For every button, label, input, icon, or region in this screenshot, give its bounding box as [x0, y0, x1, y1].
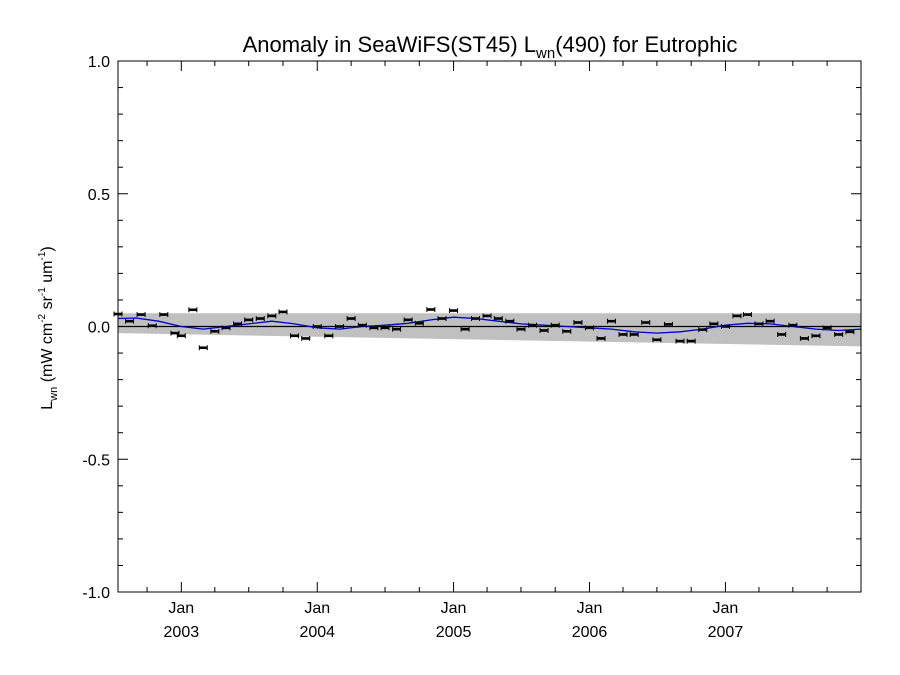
- data-point: [641, 320, 651, 326]
- data-point: [244, 317, 254, 323]
- data-point: [449, 308, 459, 314]
- data-point: [652, 337, 662, 343]
- data-point: [788, 322, 798, 328]
- chart-title: Anomaly in SeaWiFS(ST45) Lwn(490) for Eu…: [243, 32, 738, 62]
- data-point: [539, 327, 549, 333]
- data-point: [357, 322, 367, 328]
- data-point: [403, 317, 413, 323]
- data-point: [698, 327, 708, 333]
- data-point: [732, 313, 742, 319]
- data-point: [312, 324, 322, 329]
- data-point: [811, 333, 821, 339]
- data-point: [482, 313, 492, 319]
- data-point: [188, 307, 198, 313]
- data-point: [426, 307, 436, 313]
- data-point: [437, 316, 447, 322]
- y-tick-label: 0.5: [88, 187, 110, 204]
- y-axis-label: Lwn (mW cm-2 sr-1 um-1): [37, 246, 60, 409]
- data-point: [505, 318, 515, 324]
- x-tick-label-year: 2007: [708, 624, 744, 641]
- data-point: [799, 335, 809, 341]
- data-point: [562, 328, 572, 334]
- y-tick-label: 1.0: [88, 54, 110, 71]
- data-point: [777, 331, 787, 337]
- data-point: [255, 316, 265, 322]
- data-point: [709, 321, 719, 327]
- x-tick-label-year: 2005: [436, 624, 472, 641]
- data-point: [369, 325, 379, 331]
- svg-text:Lwn (mW cm-2 sr-1 um-1): Lwn (mW cm-2 sr-1 um-1): [37, 246, 60, 409]
- data-point: [720, 324, 730, 329]
- data-point: [346, 316, 356, 322]
- data-point: [516, 326, 526, 332]
- data-point: [210, 328, 220, 334]
- data-point: [301, 335, 311, 341]
- data-point: [845, 329, 855, 335]
- data-point: [460, 326, 470, 332]
- data-point: [629, 331, 639, 337]
- trend-line: [117, 316, 862, 334]
- data-point: [606, 318, 616, 324]
- y-tick-label: -1.0: [82, 585, 110, 602]
- data-point: [176, 333, 186, 339]
- data-point: [233, 321, 243, 327]
- data-point: [834, 331, 844, 337]
- data-point: [392, 326, 402, 332]
- x-tick-label-year: 2003: [164, 624, 200, 641]
- x-tick-label-month: Jan: [168, 600, 194, 617]
- x-tick-label-year: 2006: [572, 624, 608, 641]
- tick-labels-layer: 1.0 0.5 0.0 -0.5 -1.0 Jan 2003 Jan 2004 Jan 2005 Ja…: [82, 54, 743, 641]
- data-point: [136, 312, 146, 318]
- data-point: [528, 322, 538, 328]
- data-point: [686, 338, 696, 344]
- data-point: [573, 320, 583, 326]
- x-tick-label-year: 2004: [299, 624, 335, 641]
- data-point: [267, 313, 277, 319]
- data-point: [290, 333, 300, 339]
- y-tick-label: 0.0: [88, 320, 110, 337]
- data-point: [335, 324, 345, 329]
- plot-area: [113, 307, 862, 351]
- points-layer: [113, 307, 855, 351]
- data-point: [159, 312, 169, 318]
- data-point: [584, 325, 594, 331]
- data-point: [765, 318, 775, 324]
- ticks-layer: [118, 60, 861, 593]
- data-point: [125, 318, 135, 324]
- data-point: [742, 312, 752, 318]
- data-point: [822, 325, 832, 331]
- data-point: [380, 325, 390, 331]
- data-point: [493, 316, 503, 322]
- x-tick-label-month: Jan: [577, 600, 603, 617]
- x-tick-label-month: Jan: [304, 600, 330, 617]
- data-point: [471, 316, 481, 322]
- data-point: [550, 322, 560, 328]
- band-layer: [118, 313, 861, 347]
- data-point: [414, 320, 424, 326]
- data-point: [198, 345, 208, 351]
- data-point: [596, 335, 606, 341]
- data-point: [754, 321, 764, 327]
- x-tick-label-month: Jan: [713, 600, 739, 617]
- data-point: [618, 331, 628, 337]
- data-point: [278, 309, 288, 315]
- data-point: [221, 325, 231, 331]
- x-tick-label-month: Jan: [441, 600, 467, 617]
- trend-line-layer: [117, 316, 862, 334]
- y-tick-label: -0.5: [82, 452, 110, 469]
- confidence-band: [118, 313, 861, 347]
- data-point: [675, 338, 685, 344]
- data-point: [324, 333, 334, 339]
- data-point: [147, 323, 157, 329]
- data-point: [663, 321, 673, 327]
